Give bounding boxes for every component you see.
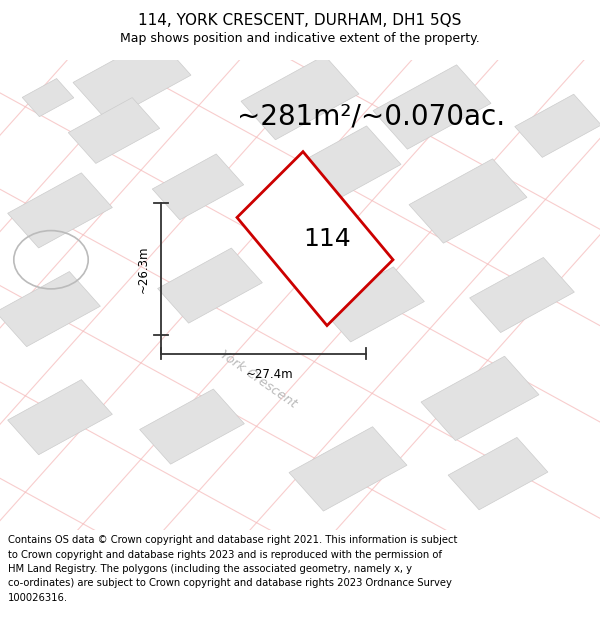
Text: ~27.4m: ~27.4m	[245, 368, 293, 381]
Text: ~26.3m: ~26.3m	[137, 246, 150, 293]
Polygon shape	[421, 356, 539, 441]
Polygon shape	[73, 37, 191, 121]
Text: 114: 114	[303, 227, 351, 251]
Polygon shape	[8, 379, 112, 455]
Polygon shape	[140, 389, 244, 464]
Polygon shape	[22, 79, 74, 117]
Polygon shape	[158, 248, 262, 323]
Text: York Crescent: York Crescent	[217, 348, 299, 411]
Text: co-ordinates) are subject to Crown copyright and database rights 2023 Ordnance S: co-ordinates) are subject to Crown copyr…	[8, 579, 452, 589]
Polygon shape	[68, 98, 160, 163]
Text: Map shows position and indicative extent of the property.: Map shows position and indicative extent…	[120, 32, 480, 45]
Text: 100026316.: 100026316.	[8, 593, 68, 603]
Polygon shape	[409, 159, 527, 243]
Polygon shape	[0, 271, 100, 347]
Text: 114, YORK CRESCENT, DURHAM, DH1 5QS: 114, YORK CRESCENT, DURHAM, DH1 5QS	[139, 13, 461, 28]
Text: ~281m²/~0.070ac.: ~281m²/~0.070ac.	[237, 102, 505, 131]
Text: to Crown copyright and database rights 2023 and is reproduced with the permissio: to Crown copyright and database rights 2…	[8, 549, 442, 559]
Polygon shape	[320, 267, 424, 342]
Polygon shape	[289, 427, 407, 511]
Polygon shape	[237, 152, 393, 326]
Polygon shape	[373, 65, 491, 149]
Text: Contains OS data © Crown copyright and database right 2021. This information is : Contains OS data © Crown copyright and d…	[8, 535, 457, 545]
Polygon shape	[515, 94, 600, 158]
Polygon shape	[283, 126, 401, 210]
Polygon shape	[241, 56, 359, 140]
Polygon shape	[470, 258, 574, 332]
Polygon shape	[8, 173, 112, 248]
Polygon shape	[152, 154, 244, 220]
Polygon shape	[448, 438, 548, 510]
Text: HM Land Registry. The polygons (including the associated geometry, namely x, y: HM Land Registry. The polygons (includin…	[8, 564, 412, 574]
